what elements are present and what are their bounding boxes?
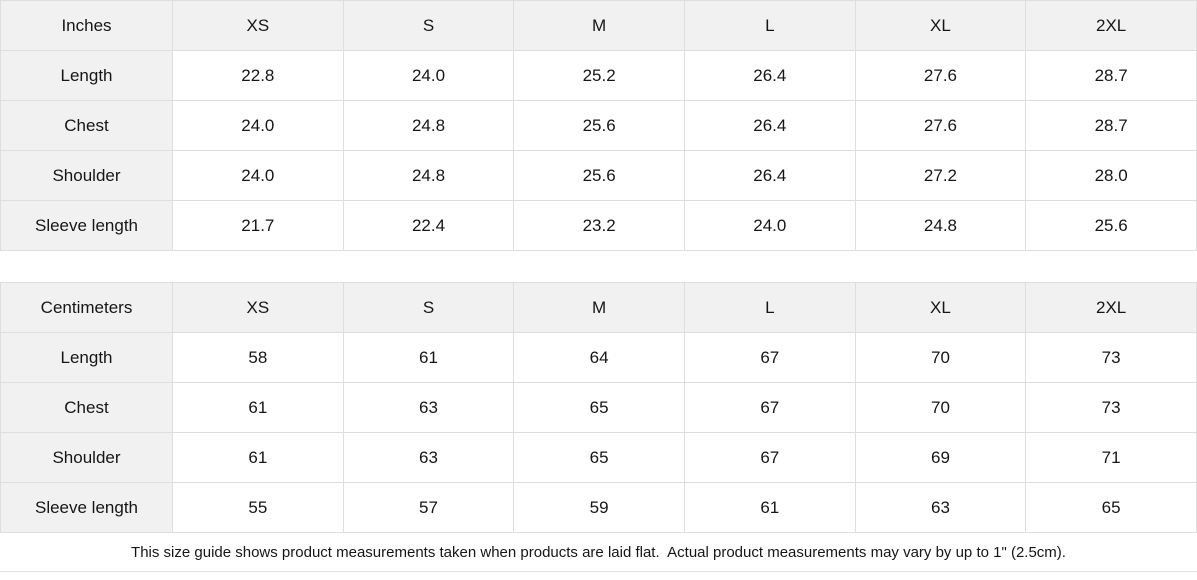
- measurement-cell: 73: [1025, 382, 1197, 433]
- measurement-cell: 61: [683, 482, 856, 533]
- measurement-cell: 67: [683, 332, 856, 383]
- measurement-cell: 27.6: [854, 100, 1027, 151]
- row-label: Length: [0, 332, 173, 383]
- size-header-m: M: [513, 0, 685, 51]
- measurement-cell: 28.0: [1025, 150, 1197, 201]
- measurement-cell: 65: [513, 432, 685, 483]
- measurement-cell: 25.6: [513, 150, 685, 201]
- measurement-cell: 24.8: [854, 200, 1027, 251]
- size-header-l: L: [683, 0, 856, 51]
- size-header-s: S: [342, 282, 515, 333]
- row-label: Chest: [0, 100, 173, 151]
- measurement-cell: 24.0: [172, 150, 344, 201]
- table-row-sleeve-length: Sleeve length 55 57 59 61 63 65: [0, 482, 1197, 533]
- measurement-cell: 24.0: [683, 200, 856, 251]
- centimeters-size-table: Centimeters XS S M L XL 2XL Length 58 61…: [0, 282, 1197, 533]
- measurement-cell: 24.8: [342, 150, 515, 201]
- measurement-cell: 61: [172, 432, 344, 483]
- measurement-cell: 63: [342, 382, 515, 433]
- measurement-cell: 24.8: [342, 100, 515, 151]
- measurement-cell: 24.0: [172, 100, 344, 151]
- measurement-cell: 64: [513, 332, 685, 383]
- measurement-cell: 25.6: [513, 100, 685, 151]
- size-header-m: M: [513, 282, 685, 333]
- size-guide-footer: This size guide shows product measuremen…: [0, 533, 1197, 572]
- measurement-cell: 70: [854, 332, 1027, 383]
- measurement-cell: 23.2: [513, 200, 685, 251]
- table-row-shoulder: Shoulder 61 63 65 67 69 71: [0, 432, 1197, 483]
- measurement-cell: 65: [513, 382, 685, 433]
- size-header-2xl: 2XL: [1025, 282, 1197, 333]
- measurement-cell: 59: [513, 482, 685, 533]
- measurement-cell: 25.2: [513, 50, 685, 101]
- size-header-xl: XL: [854, 282, 1027, 333]
- measurement-cell: 61: [172, 382, 344, 433]
- size-header-s: S: [342, 0, 515, 51]
- measurement-cell: 71: [1025, 432, 1197, 483]
- inches-size-table: Inches XS S M L XL 2XL Length 22.8 24.0 …: [0, 0, 1197, 251]
- measurement-cell: 69: [854, 432, 1027, 483]
- size-header-l: L: [683, 282, 856, 333]
- measurement-cell: 67: [683, 432, 856, 483]
- size-header-xl: XL: [854, 0, 1027, 51]
- measurement-cell: 70: [854, 382, 1027, 433]
- inches-header-row: Inches XS S M L XL 2XL: [0, 0, 1197, 51]
- row-label: Shoulder: [0, 432, 173, 483]
- measurement-cell: 63: [342, 432, 515, 483]
- measurement-cell: 27.6: [854, 50, 1027, 101]
- measurement-cell: 25.6: [1025, 200, 1197, 251]
- measurement-cell: 63: [854, 482, 1027, 533]
- row-label: Shoulder: [0, 150, 173, 201]
- measurement-cell: 22.4: [342, 200, 515, 251]
- measurement-cell: 26.4: [683, 150, 856, 201]
- measurement-cell: 73: [1025, 332, 1197, 383]
- row-label: Length: [0, 50, 173, 101]
- measurement-cell: 67: [683, 382, 856, 433]
- measurement-cell: 65: [1025, 482, 1197, 533]
- measurement-cell: 24.0: [342, 50, 515, 101]
- measurement-cell: 55: [172, 482, 344, 533]
- size-header-2xl: 2XL: [1025, 0, 1197, 51]
- measurement-cell: 28.7: [1025, 100, 1197, 151]
- centimeters-header-row: Centimeters XS S M L XL 2XL: [0, 282, 1197, 333]
- measurement-cell: 27.2: [854, 150, 1027, 201]
- measurement-cell: 28.7: [1025, 50, 1197, 101]
- measurement-cell: 26.4: [683, 100, 856, 151]
- size-guide-note: This size guide shows product measuremen…: [131, 543, 1066, 561]
- measurement-cell: 61: [342, 332, 515, 383]
- row-label: Sleeve length: [0, 482, 173, 533]
- table-row-chest: Chest 24.0 24.8 25.6 26.4 27.6 28.7: [0, 100, 1197, 151]
- unit-label-inches: Inches: [0, 0, 173, 51]
- unit-label-centimeters: Centimeters: [0, 282, 173, 333]
- measurement-cell: 57: [342, 482, 515, 533]
- row-label: Sleeve length: [0, 200, 173, 251]
- measurement-cell: 58: [172, 332, 344, 383]
- measurement-cell: 26.4: [683, 50, 856, 101]
- table-row-chest: Chest 61 63 65 67 70 73: [0, 382, 1197, 433]
- size-header-xs: XS: [172, 282, 344, 333]
- table-gap-spacer: [0, 251, 1197, 282]
- measurement-cell: 21.7: [172, 200, 344, 251]
- measurement-cell: 22.8: [172, 50, 344, 101]
- size-header-xs: XS: [172, 0, 344, 51]
- table-row-shoulder: Shoulder 24.0 24.8 25.6 26.4 27.2 28.0: [0, 150, 1197, 201]
- row-label: Chest: [0, 382, 173, 433]
- table-row-length: Length 58 61 64 67 70 73: [0, 332, 1197, 383]
- table-row-sleeve-length: Sleeve length 21.7 22.4 23.2 24.0 24.8 2…: [0, 200, 1197, 251]
- table-row-length: Length 22.8 24.0 25.2 26.4 27.6 28.7: [0, 50, 1197, 101]
